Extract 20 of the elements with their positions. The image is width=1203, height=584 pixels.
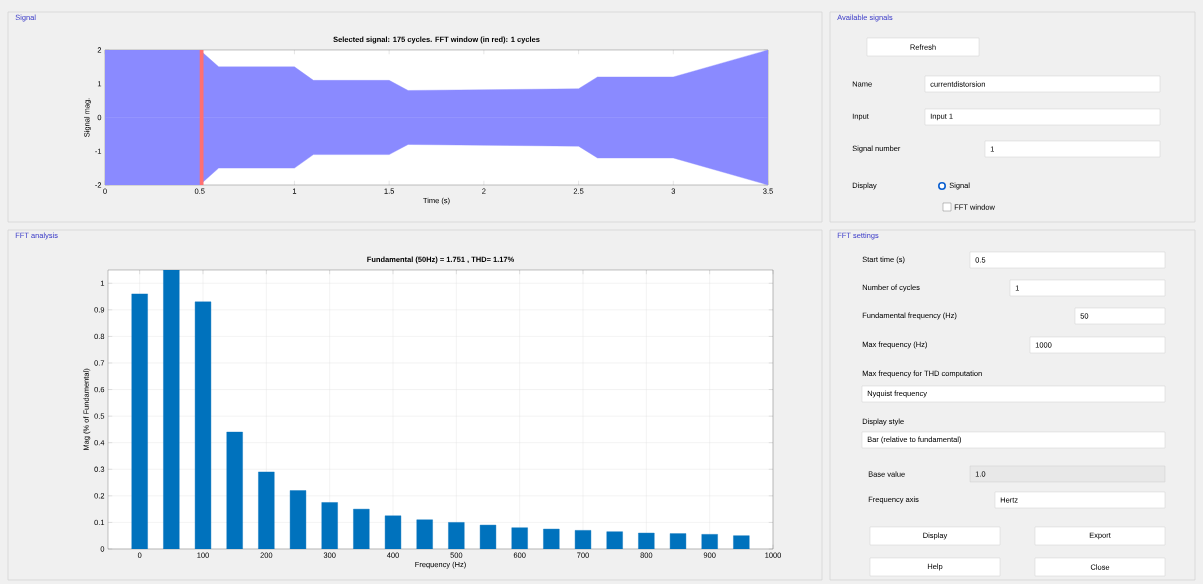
bar: [321, 502, 338, 549]
bar: [163, 269, 180, 549]
bar: [543, 528, 560, 549]
bar: [733, 535, 750, 549]
bar: [131, 293, 148, 549]
bar: [448, 522, 465, 549]
bar: [669, 533, 687, 549]
bar: [701, 534, 718, 549]
bar: [384, 515, 402, 549]
bar: [258, 471, 275, 549]
bar: [574, 530, 592, 549]
bar: [289, 490, 307, 549]
bar: [638, 532, 655, 549]
bar: [479, 524, 497, 549]
bar: [416, 519, 433, 549]
bar: [511, 527, 528, 549]
bar: [226, 431, 243, 549]
bar: [194, 301, 212, 549]
bar: [353, 508, 370, 549]
bar: [606, 531, 623, 549]
